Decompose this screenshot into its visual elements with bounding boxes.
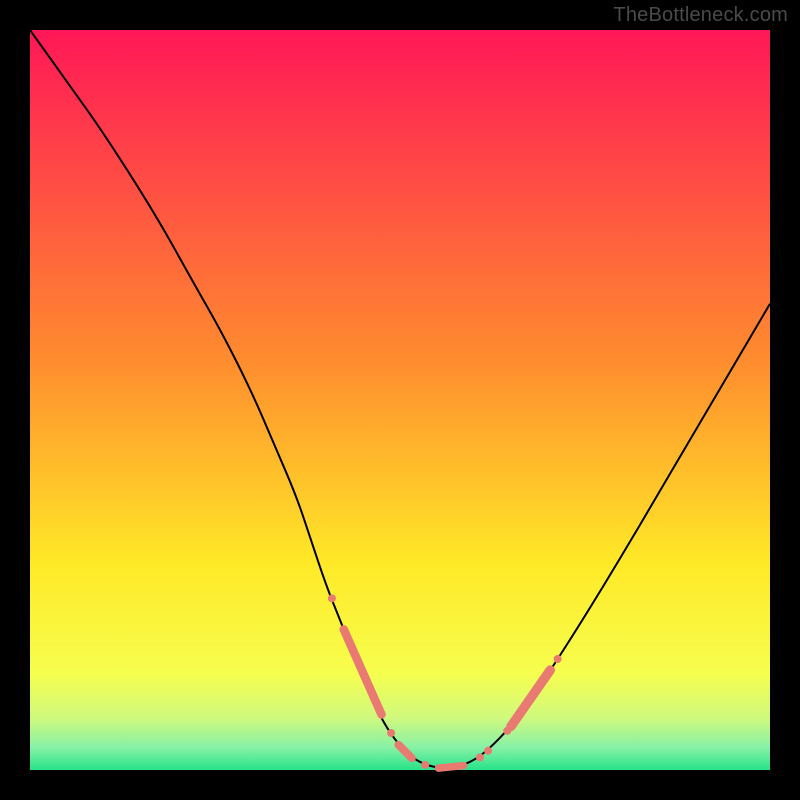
- marker-dot: [476, 753, 484, 761]
- marker-dot: [328, 594, 336, 602]
- marker-dot: [421, 761, 429, 769]
- marker-segment: [438, 766, 463, 769]
- plot-background: [30, 30, 770, 770]
- marker-dot: [484, 747, 492, 755]
- chart-root: { "attribution": { "text": "TheBottlenec…: [0, 0, 800, 800]
- marker-dot: [554, 655, 562, 663]
- bottleneck-plot: [0, 0, 800, 800]
- marker-dot: [387, 729, 395, 737]
- attribution-text: TheBottleneck.com: [613, 4, 788, 27]
